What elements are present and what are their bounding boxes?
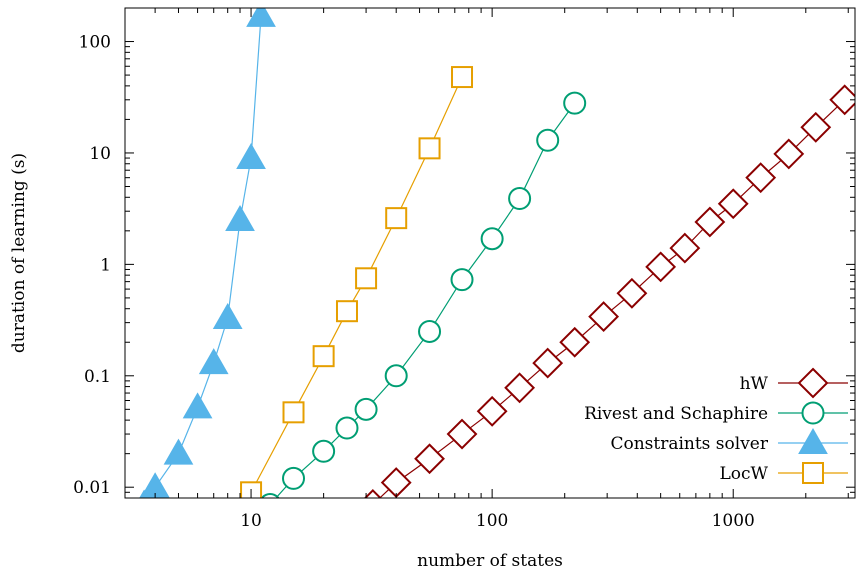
y-axis-label: duration of learning (s) — [9, 153, 29, 353]
data-point-hw — [559, 326, 591, 358]
data-point-locw — [282, 401, 305, 424]
x-axis: 10 100 1000 — [124, 8, 849, 531]
data-point-rivest-and-schaphire — [335, 416, 359, 440]
data-point-hw — [532, 347, 564, 379]
x-tick-label: 1000 — [712, 511, 755, 531]
series-constraints-solver — [139, 8, 276, 498]
data-point-hw — [773, 138, 805, 170]
data-point-hw — [669, 232, 701, 264]
legend-item-constraints-solver: Constraints solver — [610, 427, 848, 454]
plot-frame — [124, 7, 856, 499]
legend-item-rivest-and-schaphire: Rivest and Schaphire — [584, 401, 848, 425]
legend-label: Rivest and Schaphire — [584, 404, 768, 424]
legend-label: LocW — [719, 464, 768, 484]
legend: hW Rivest and Schaphire Constraints solver… — [584, 367, 848, 484]
series-rivest-and-schaphire — [260, 91, 587, 498]
data-point-rivest-and-schaphire — [312, 439, 336, 463]
data-point-constraints-solver — [212, 303, 243, 330]
legend-item-locw: LocW — [719, 462, 848, 484]
series-hw — [363, 84, 855, 498]
data-point-constraints-solver — [246, 8, 276, 27]
data-point-rivest-and-schaphire — [536, 128, 560, 152]
data-point-hw — [363, 489, 382, 498]
y-axis: 0.01 0.1 1 10 100 — [73, 7, 855, 499]
data-point-rivest-and-schaphire — [508, 187, 532, 211]
x-axis-label: number of states — [417, 551, 563, 571]
data-point-rivest-and-schaphire — [450, 268, 474, 292]
data-point-hw — [616, 277, 648, 309]
data-point-hw — [476, 395, 508, 427]
data-point-locw — [335, 300, 358, 323]
legend-label: Constraints solver — [610, 434, 768, 454]
data-point-rivest-and-schaphire — [384, 364, 408, 388]
legend-item-hw: hW — [740, 367, 848, 399]
legend-marker — [797, 367, 829, 399]
data-point-constraints-solver — [182, 392, 213, 419]
data-point-constraints-solver — [236, 143, 266, 170]
data-point-locw — [355, 267, 378, 290]
data-point-hw — [745, 162, 777, 194]
data-point-locw — [312, 345, 335, 368]
data-point-hw — [645, 251, 677, 283]
legend-label: hW — [740, 374, 769, 394]
x-tick-label: 10 — [240, 511, 262, 531]
data-point-rivest-and-schaphire — [418, 319, 442, 343]
data-point-hw — [717, 188, 749, 220]
data-point-rivest-and-schaphire — [480, 227, 504, 251]
data-point-hw — [829, 84, 855, 116]
series-locw — [240, 66, 474, 498]
data-point-rivest-and-schaphire — [563, 91, 587, 115]
data-point-constraints-solver — [225, 205, 255, 232]
data-point-locw — [451, 66, 474, 89]
data-point-rivest-and-schaphire — [260, 492, 280, 498]
y-tick-label: 10 — [89, 144, 111, 164]
data-point-constraints-solver — [198, 348, 229, 375]
data-point-locw — [385, 207, 408, 230]
data-point-hw — [694, 206, 726, 238]
legend-marker — [802, 462, 824, 484]
data-point-hw — [800, 111, 832, 143]
data-point-hw — [504, 372, 536, 404]
series-line-hw — [378, 99, 846, 498]
data-point-hw — [588, 301, 620, 332]
y-tick-label: 0.1 — [84, 367, 111, 387]
series-layer — [139, 8, 855, 498]
legend-marker — [801, 401, 825, 425]
series-line-constraints-solver — [147, 15, 262, 498]
data-point-hw — [446, 418, 478, 450]
data-point-hw — [414, 443, 445, 475]
x-tick-label: 100 — [476, 511, 508, 531]
data-point-locw — [418, 137, 441, 160]
data-point-rivest-and-schaphire — [354, 397, 378, 421]
data-point-constraints-solver — [163, 438, 194, 465]
data-point-rivest-and-schaphire — [282, 466, 306, 490]
y-tick-label: 1 — [100, 255, 111, 275]
y-tick-label: 0.01 — [73, 478, 111, 498]
y-tick-label: 100 — [79, 33, 111, 53]
legend-marker — [798, 427, 828, 454]
